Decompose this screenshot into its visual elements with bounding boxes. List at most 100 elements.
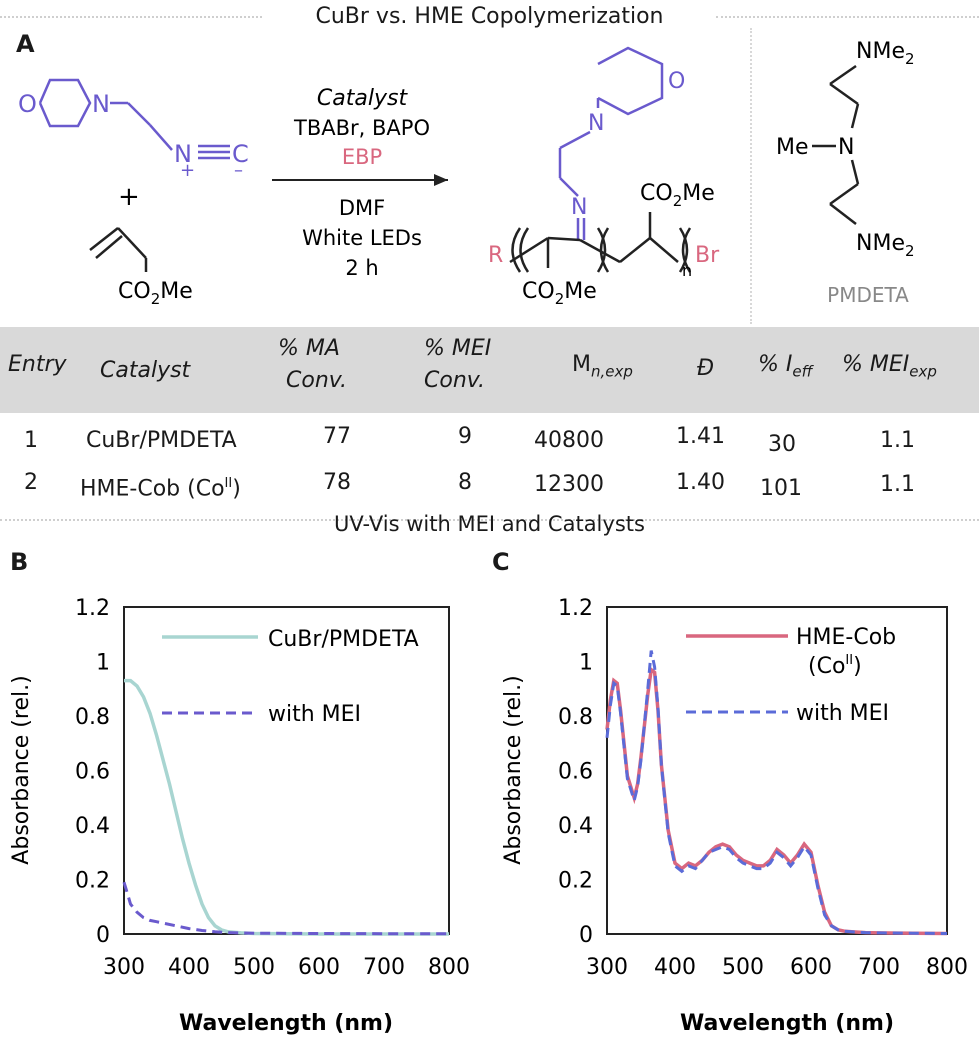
title-rule-left	[0, 16, 262, 18]
chart-c-legend-mei: with MEI	[796, 701, 889, 726]
row2-catalyst: HME-Cob (CoII)	[80, 476, 241, 502]
uv-title: UV-Vis with MEI and Catalysts	[334, 512, 645, 536]
chartB-xtick-label: 700	[363, 955, 405, 980]
row2-dispersity: 1.40	[676, 470, 725, 495]
product-morpholine-side-chain	[558, 46, 664, 240]
panel-b-label: B	[10, 548, 29, 576]
condition-initiator: EBP	[342, 145, 382, 169]
chart-b-series-mei	[122, 881, 449, 936]
plus-charge: +	[180, 160, 195, 181]
product-backbone	[509, 212, 692, 273]
chart-b-ylabel: Absorbance (rel.)	[9, 675, 34, 864]
chartB-xtick-label: 400	[168, 955, 210, 980]
th-ma-conv-1: % MA	[278, 336, 340, 361]
chartC-ytick-label: 0.4	[558, 814, 593, 839]
reaction-arrowhead	[434, 174, 448, 186]
th-mei-conv-1: % MEI	[424, 336, 492, 361]
chartB-xtick-label: 800	[428, 955, 470, 980]
uv-rule	[0, 519, 979, 521]
product-morph-o-atom: O	[668, 69, 685, 94]
panel-c-label: C	[492, 548, 510, 576]
chart-c-xlabel: Wavelength (nm)	[680, 1011, 894, 1036]
plus-sign: +	[118, 182, 140, 212]
vertical-divider	[750, 28, 752, 324]
chartC-xtick-label: 400	[654, 955, 696, 980]
chartB-ytick-label: 0	[96, 923, 110, 948]
condition-light: White LEDs	[302, 226, 422, 250]
chartB-ytick-label: 0.6	[75, 760, 110, 785]
condition-catalyst: Catalyst	[317, 86, 409, 111]
chartC-xtick-label: 500	[722, 955, 764, 980]
row1-ieff: 30	[768, 432, 796, 457]
chartB-ytick-label: 0.8	[75, 705, 110, 730]
chart-c-ylabel: Absorbance (rel.)	[501, 675, 526, 864]
chartC-ytick-label: 1.2	[558, 596, 593, 621]
chartB-xtick-label: 600	[298, 955, 340, 980]
th-catalyst: Catalyst	[100, 358, 191, 383]
acrylate-ester-group: CO2Me	[118, 279, 193, 308]
th-dispersity: Đ	[697, 356, 715, 381]
row1-mn: 40800	[534, 428, 604, 453]
chart-b: 0 0.2 0.4 0.6 0.8 1 1.2 300 400 500 600 700 800 Abs…	[9, 596, 470, 1036]
table-header-band	[0, 327, 979, 413]
chartB-ytick-label: 1	[96, 651, 110, 676]
row1-entry: 1	[24, 428, 38, 453]
row1-ma: 77	[323, 424, 351, 449]
th-mn: Mn,exp	[572, 352, 633, 381]
pmdeta-mid-n-atom: N	[838, 135, 854, 160]
chart-b-xlabel: Wavelength (nm)	[179, 1011, 393, 1036]
morpholine-n-atom: N	[92, 90, 110, 118]
row2-entry: 2	[24, 470, 38, 495]
row2-mei: 8	[458, 470, 472, 495]
condition-time: 2 h	[345, 256, 378, 280]
product-repeat-n: n	[682, 261, 692, 280]
pmdeta-mid-methyl: Me	[776, 135, 809, 160]
pmdeta-top-group: NMe2	[856, 39, 915, 68]
isocyanide-n-atom: N	[174, 140, 192, 168]
chartB-ytick-label: 0.4	[75, 814, 110, 839]
row2-mn: 12300	[534, 472, 604, 497]
chartC-xtick-label: 800	[926, 955, 968, 980]
product-r-group: R	[488, 243, 503, 268]
title-rule-right	[716, 16, 979, 18]
th-mei-exp: % MEIexp	[842, 352, 937, 381]
pmdeta-bottom-group: NMe2	[856, 231, 915, 260]
chartC-ytick-label: 0.6	[558, 760, 593, 785]
chartB-xtick-label: 500	[233, 955, 275, 980]
product-imine-n-atom: N	[571, 195, 587, 220]
row1-mei-exp: 1.1	[880, 428, 915, 453]
product-ester-top: CO2Me	[640, 181, 715, 210]
chart-c-frame	[606, 606, 948, 935]
chart-b-legend-mei: with MEI	[268, 702, 361, 727]
chart-c-legend-hme: HME-Cob	[796, 625, 896, 650]
chartC-ytick-label: 0	[579, 923, 593, 948]
minus-charge: –	[234, 160, 243, 181]
chart-b-legend-cubr: CuBr/PMDETA	[268, 627, 419, 652]
chart-b-frame	[123, 606, 450, 935]
reaction-scheme: O N N C + – + CO2Me Catalyst TBABr, BAPO…	[18, 39, 915, 308]
product-br-end: Br	[695, 243, 720, 268]
chartC-xtick-label: 300	[586, 955, 628, 980]
th-ieff: % Ieff	[758, 352, 813, 381]
row2-ieff: 101	[760, 476, 802, 501]
morpholine-o-atom: O	[18, 90, 37, 118]
row1-catalyst: CuBr/PMDETA	[86, 428, 237, 453]
row2-mei-exp: 1.1	[880, 472, 915, 497]
row1-mei: 9	[458, 424, 472, 449]
panel-a-label: A	[16, 30, 35, 58]
chartC-ytick-label: 0.2	[558, 869, 593, 894]
panel-a-title: CuBr vs. HME Copolymerization	[315, 4, 664, 29]
chartC-xtick-label: 700	[858, 955, 900, 980]
th-entry: Entry	[8, 352, 67, 377]
product-ester-bottom: CO2Me	[522, 279, 597, 308]
pmdeta-structure	[812, 64, 860, 225]
chartB-xtick-label: 300	[103, 955, 145, 980]
product-morph-n-atom: N	[588, 111, 604, 136]
chartC-ytick-label: 0.8	[558, 705, 593, 730]
isocyanide-monomer	[38, 78, 230, 160]
chartB-ytick-label: 1.2	[75, 596, 110, 621]
methyl-acrylate	[89, 227, 148, 272]
chart-c-series-mei	[605, 650, 948, 935]
chartB-ytick-label: 0.2	[75, 869, 110, 894]
row1-dispersity: 1.41	[676, 424, 725, 449]
